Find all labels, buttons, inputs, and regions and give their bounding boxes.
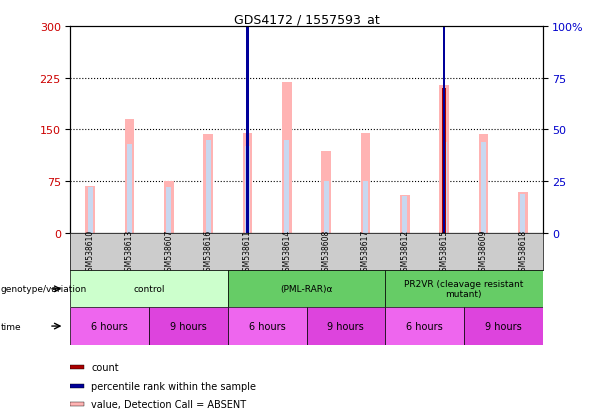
Text: genotype/variation: genotype/variation (1, 285, 87, 294)
Bar (385, 271, 543, 308)
Bar (481, 142, 486, 233)
Bar (321, 152, 331, 233)
Text: PR2VR (cleavage resistant
mutant): PR2VR (cleavage resistant mutant) (404, 280, 524, 299)
Bar (149, 308, 228, 345)
Text: GSM538615: GSM538615 (440, 229, 449, 275)
Text: GSM538607: GSM538607 (164, 229, 173, 275)
Text: value, Detection Call = ABSENT: value, Detection Call = ABSENT (91, 399, 246, 409)
Bar (204, 135, 213, 233)
Bar (127, 145, 132, 233)
Bar (206, 140, 210, 233)
Bar (246, 131, 249, 233)
Bar (360, 133, 370, 233)
Bar (284, 140, 289, 233)
Bar (520, 194, 525, 233)
Bar (88, 188, 93, 233)
Text: 9 hours: 9 hours (170, 321, 207, 331)
Bar (479, 135, 489, 233)
Bar (385, 308, 464, 345)
Text: percentile rank within the sample: percentile rank within the sample (91, 381, 256, 391)
Title: GDS4172 / 1557593_at: GDS4172 / 1557593_at (234, 13, 379, 26)
Text: GSM538616: GSM538616 (204, 229, 213, 275)
Bar (464, 308, 543, 345)
Bar (70, 365, 83, 370)
Bar (70, 402, 83, 406)
Text: GSM538608: GSM538608 (322, 229, 330, 275)
Text: GSM538609: GSM538609 (479, 229, 488, 275)
Text: (PML-RAR)α: (PML-RAR)α (280, 285, 333, 294)
Bar (282, 83, 292, 233)
Text: 6 hours: 6 hours (406, 321, 443, 331)
Text: GSM538614: GSM538614 (283, 229, 291, 275)
Text: 6 hours: 6 hours (249, 321, 286, 331)
Bar (400, 195, 409, 233)
Bar (442, 89, 446, 233)
Bar (518, 192, 528, 233)
Text: GSM538611: GSM538611 (243, 229, 252, 275)
Text: 9 hours: 9 hours (327, 321, 364, 331)
Bar (306, 308, 385, 345)
Text: GSM538612: GSM538612 (400, 229, 409, 275)
Bar (324, 182, 329, 233)
Bar (70, 271, 228, 308)
Text: count: count (91, 362, 119, 372)
Text: 6 hours: 6 hours (91, 321, 128, 331)
Bar (167, 188, 171, 233)
Bar (164, 182, 173, 233)
Text: GSM538613: GSM538613 (125, 229, 134, 275)
Bar (403, 196, 407, 233)
Text: time: time (1, 322, 21, 331)
Bar (440, 85, 449, 233)
Text: GSM538617: GSM538617 (361, 229, 370, 275)
Bar (243, 133, 253, 233)
Text: GSM538610: GSM538610 (86, 229, 94, 275)
Bar (443, 0, 446, 233)
Bar (363, 182, 368, 233)
Text: 9 hours: 9 hours (485, 321, 522, 331)
Bar (70, 384, 83, 388)
Bar (245, 147, 250, 233)
Text: control: control (134, 285, 165, 294)
Bar (246, 0, 249, 233)
Bar (85, 187, 95, 233)
Bar (442, 142, 446, 233)
Bar (228, 271, 385, 308)
Bar (228, 308, 306, 345)
Bar (70, 308, 149, 345)
Text: GSM538618: GSM538618 (519, 229, 527, 275)
Bar (124, 120, 134, 233)
